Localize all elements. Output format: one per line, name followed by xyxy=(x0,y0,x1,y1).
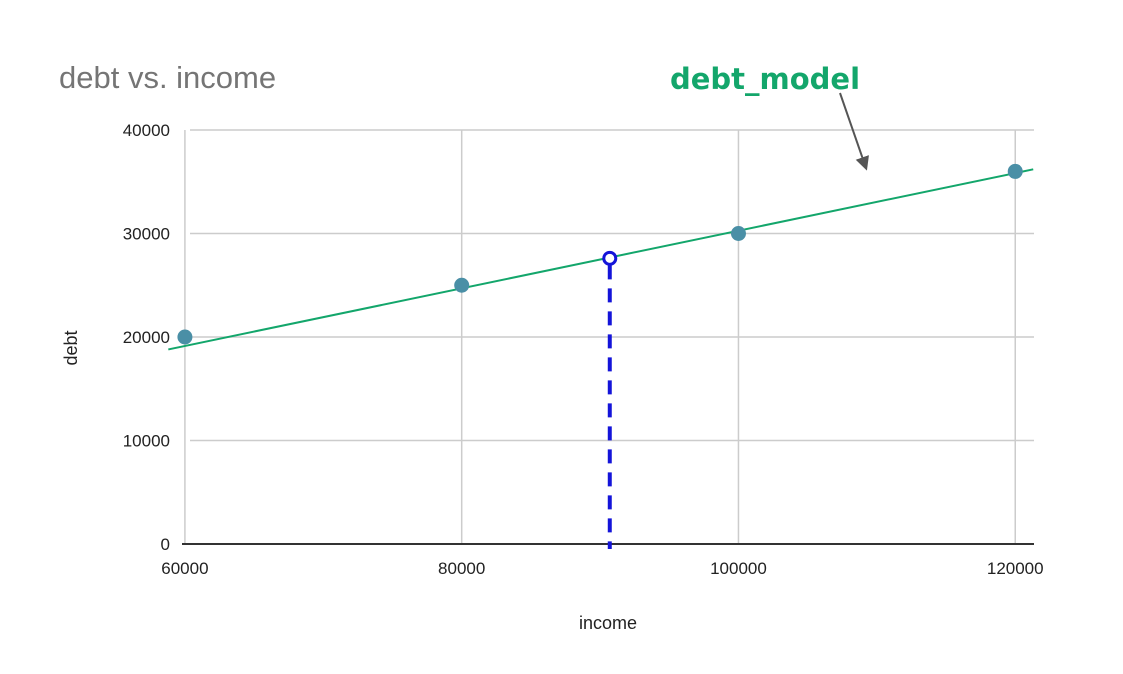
trendline-layer xyxy=(168,168,1034,351)
y-tick-label: 10000 xyxy=(123,432,170,451)
y-tick-label: 40000 xyxy=(123,121,170,140)
chart-title: debt vs. income xyxy=(59,60,276,95)
data-point xyxy=(730,226,746,241)
x-axis-label: income xyxy=(579,613,637,633)
data-point xyxy=(177,329,193,345)
highlight-point xyxy=(602,250,618,266)
data-point xyxy=(454,277,470,293)
annotation-arrow xyxy=(839,92,869,171)
data-points xyxy=(177,163,1023,345)
trendline-annotation-label: debt_model xyxy=(670,62,860,96)
y-tick-label: 20000 xyxy=(123,328,170,347)
x-tick-label: 120000 xyxy=(987,559,1044,578)
x-tick-label: 100000 xyxy=(710,559,767,578)
x-tick-label: 80000 xyxy=(438,559,485,578)
trendline xyxy=(168,168,1034,351)
y-tick-label: 0 xyxy=(161,535,170,554)
tick-labels: 0 10000 20000 30000 40000 60000 80000 100000 120… xyxy=(123,121,1044,578)
y-tick-label: 30000 xyxy=(123,225,170,244)
y-axis-label: debt xyxy=(61,330,81,365)
highlight-layer xyxy=(602,250,618,549)
x-tick-label: 60000 xyxy=(161,559,208,578)
data-point xyxy=(1007,163,1023,179)
